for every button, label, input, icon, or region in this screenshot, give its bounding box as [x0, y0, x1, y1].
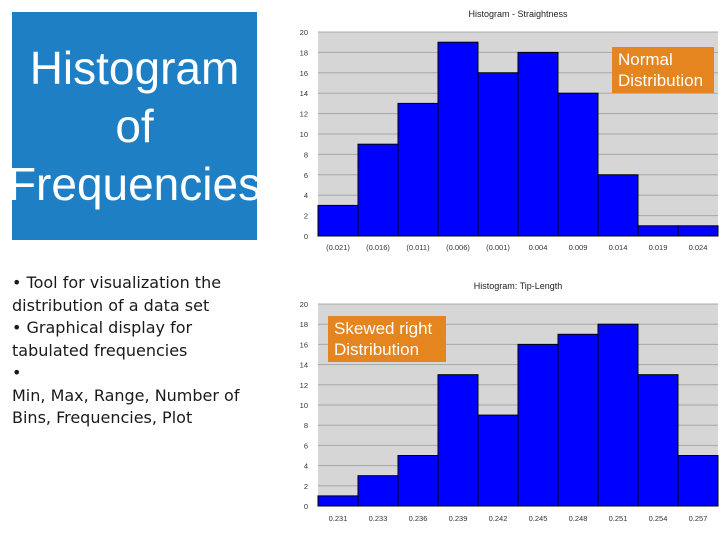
y-tick-label: 10 — [300, 130, 308, 139]
y-tick-label: 2 — [304, 212, 308, 221]
x-tick-label: (0.006) — [446, 243, 470, 252]
histogram-bar — [517, 51, 559, 237]
x-tick-label: 0.251 — [609, 514, 628, 523]
histogram-bar — [677, 225, 719, 237]
callout-line-2: Distribution — [334, 340, 420, 359]
y-tick-label: 18 — [300, 48, 308, 57]
normal-distribution-callout: Normal Distribution — [612, 47, 714, 93]
histogram-bar — [557, 333, 599, 507]
x-tick-label: (0.001) — [486, 243, 510, 252]
histogram-bar — [317, 495, 359, 507]
y-tick-label: 4 — [304, 191, 308, 200]
x-tick-label: (0.011) — [406, 243, 430, 252]
x-tick-label: 0.014 — [609, 243, 628, 252]
y-tick-label: 8 — [304, 150, 308, 159]
x-tick-label: 0.233 — [369, 514, 388, 523]
histogram-bar — [637, 225, 679, 237]
y-tick-label: 12 — [300, 110, 308, 119]
y-tick-label: 20 — [300, 28, 308, 37]
bullet-list: • Tool for visualization the distributio… — [12, 272, 272, 430]
callout-line-1: Skewed right — [334, 319, 433, 338]
x-tick-label: (0.016) — [366, 243, 390, 252]
histogram-bar — [677, 455, 719, 507]
histogram-bar — [517, 343, 559, 507]
histogram-bar — [317, 204, 359, 237]
histogram-bar — [477, 414, 519, 507]
title-line-3: Frequencies — [7, 158, 262, 210]
x-tick-label: 0.019 — [649, 243, 668, 252]
histogram-bar — [437, 41, 479, 237]
x-tick-label: 0.257 — [689, 514, 708, 523]
x-tick-label: 0.254 — [649, 514, 668, 523]
x-tick-label: 0.245 — [529, 514, 548, 523]
histogram-bar — [397, 455, 439, 507]
histogram-bar — [397, 102, 439, 237]
y-tick-label: 16 — [300, 69, 308, 78]
x-tick-label: (0.021) — [326, 243, 350, 252]
chart-title: Histogram - Straightness — [468, 9, 568, 19]
y-tick-label: 16 — [300, 340, 308, 349]
bullet-item: • Graphical display for tabulated freque… — [12, 318, 193, 360]
title-line-1: Histogram — [29, 42, 240, 94]
y-tick-label: 12 — [300, 381, 308, 390]
y-tick-label: 6 — [304, 441, 308, 450]
x-tick-label: 0.009 — [569, 243, 588, 252]
histogram-bar — [597, 323, 639, 507]
skewed-right-callout: Skewed right Distribution — [328, 316, 446, 362]
histogram-bar — [477, 72, 519, 237]
slide-title: Histogram of Frequencies — [8, 12, 261, 240]
callout-line-1: Normal — [618, 50, 673, 69]
histogram-bar — [597, 174, 639, 237]
y-tick-label: 20 — [300, 300, 308, 309]
y-tick-label: 18 — [300, 320, 308, 329]
y-tick-label: 0 — [304, 502, 308, 511]
y-tick-label: 14 — [300, 361, 308, 370]
bullet-item: • Tool for visualization the distributio… — [12, 273, 222, 315]
x-tick-label: 0.004 — [529, 243, 548, 252]
x-tick-label: 0.239 — [449, 514, 468, 523]
x-tick-label: 0.024 — [689, 243, 708, 252]
x-tick-label: 0.236 — [409, 514, 428, 523]
x-tick-label: 0.231 — [329, 514, 348, 523]
y-tick-label: 6 — [304, 171, 308, 180]
histogram-bar — [557, 92, 599, 237]
bullet-item: • — [12, 363, 22, 382]
y-tick-label: 2 — [304, 482, 308, 491]
chart-title: Histogram: Tip-Length — [474, 281, 563, 291]
y-tick-label: 10 — [300, 401, 308, 410]
title-line-2: of — [115, 100, 154, 152]
histogram-bar — [357, 475, 399, 507]
x-tick-label: 0.248 — [569, 514, 588, 523]
histogram-bar — [437, 374, 479, 507]
y-tick-label: 14 — [300, 89, 308, 98]
y-tick-label: 0 — [304, 232, 308, 241]
y-tick-label: 8 — [304, 421, 308, 430]
bullet-item: Min, Max, Range, Number of Bins, Frequen… — [12, 385, 240, 428]
callout-line-2: Distribution — [618, 71, 704, 90]
x-tick-label: 0.242 — [489, 514, 508, 523]
y-tick-label: 4 — [304, 462, 308, 471]
histogram-bar — [357, 143, 399, 237]
histogram-bar — [637, 374, 679, 507]
